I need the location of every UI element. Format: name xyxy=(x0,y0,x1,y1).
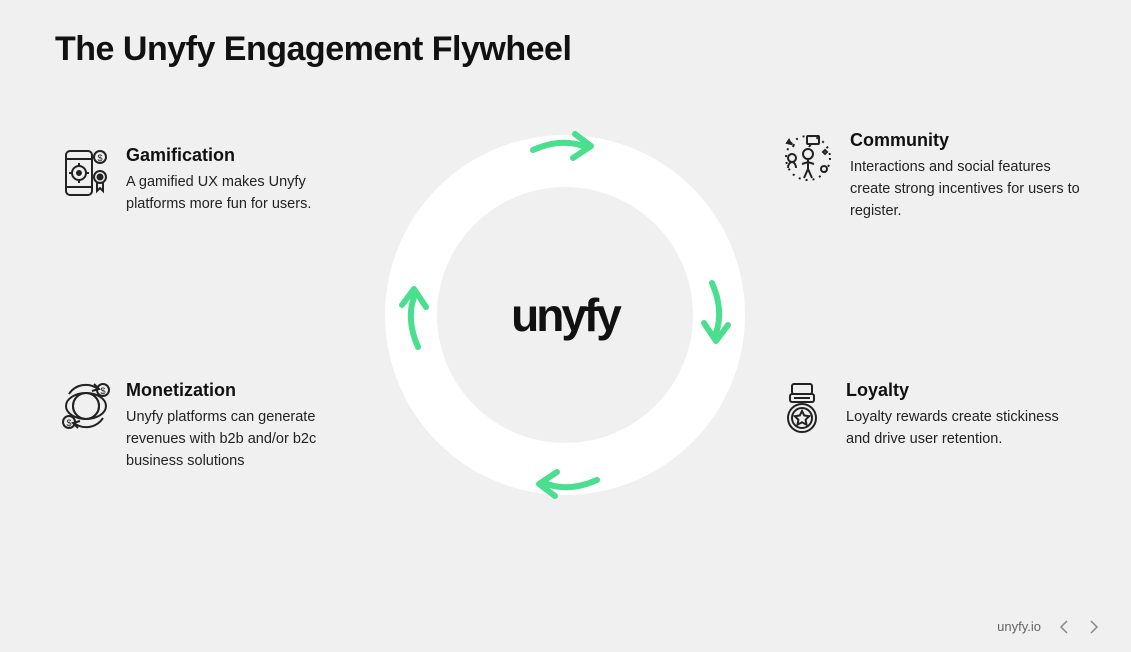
monetization-icon: $ $ xyxy=(60,380,112,472)
next-button[interactable] xyxy=(1087,620,1101,634)
center-logo: unyfy xyxy=(511,288,619,342)
card-title: Loyalty xyxy=(846,380,1080,401)
flywheel-arrow-top xyxy=(525,120,605,170)
flywheel-arrow-left xyxy=(388,275,438,355)
card-desc: Unyfy platforms can generate revenues wi… xyxy=(126,407,360,472)
card-community: Community Interactions and social featur… xyxy=(780,130,1080,222)
chevron-right-icon xyxy=(1089,620,1099,634)
card-desc: Loyalty rewards create stickiness and dr… xyxy=(846,407,1080,451)
gamification-icon: $ xyxy=(60,145,112,216)
svg-text:$: $ xyxy=(100,386,105,396)
chevron-left-icon xyxy=(1059,620,1069,634)
prev-button[interactable] xyxy=(1057,620,1071,634)
card-title: Community xyxy=(850,130,1080,151)
card-desc: A gamified UX makes Unyfy platforms more… xyxy=(126,172,360,216)
card-monetization: $ $ Monetization Unyfy platforms can gen… xyxy=(60,380,360,472)
footer-site: unyfy.io xyxy=(997,619,1041,634)
footer: unyfy.io xyxy=(997,619,1101,634)
card-gamification: $ Gamification A gamified UX makes Unyfy… xyxy=(60,145,360,216)
flywheel-arrow-bottom xyxy=(525,460,605,510)
card-title: Gamification xyxy=(126,145,360,166)
card-loyalty: Loyalty Loyalty rewards create stickines… xyxy=(780,380,1080,451)
flywheel: unyfy xyxy=(385,135,745,495)
page-title: The Unyfy Engagement Flywheel xyxy=(55,30,571,69)
card-desc: Interactions and social features create … xyxy=(850,157,1080,222)
svg-text:$: $ xyxy=(66,418,71,428)
card-title: Monetization xyxy=(126,380,360,401)
svg-text:$: $ xyxy=(97,153,102,163)
community-icon xyxy=(780,130,836,222)
flywheel-arrow-right xyxy=(692,275,742,355)
loyalty-icon xyxy=(780,380,832,451)
